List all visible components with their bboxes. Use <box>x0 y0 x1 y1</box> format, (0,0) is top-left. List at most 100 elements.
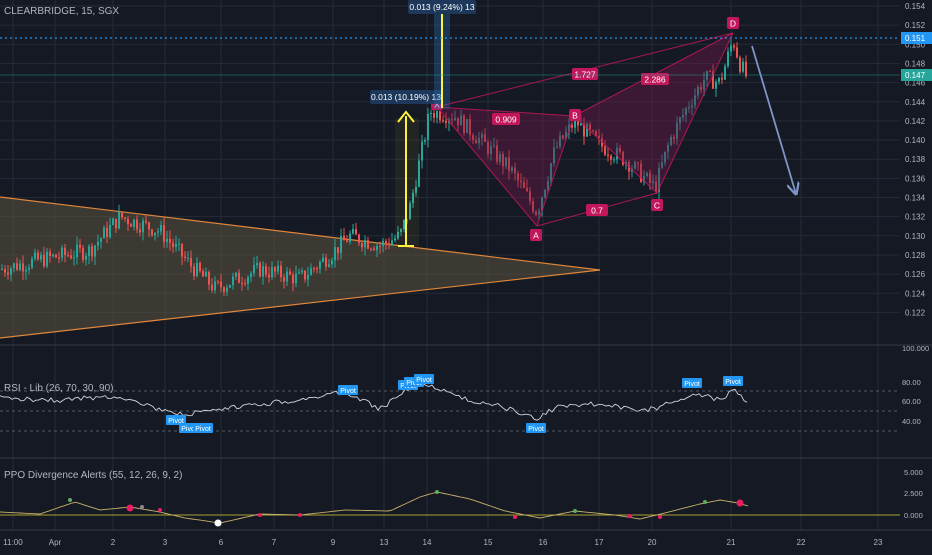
candle-body <box>640 163 642 182</box>
candle-body <box>109 225 111 238</box>
candle-body <box>37 252 39 260</box>
candle-body <box>571 124 573 128</box>
candle-body <box>301 270 303 273</box>
candle-body <box>175 243 177 247</box>
candle-body <box>10 268 12 275</box>
candle-body <box>616 147 618 160</box>
candle-body <box>436 111 438 118</box>
candle-body <box>271 267 273 278</box>
time-axis-label: 2 <box>111 538 116 547</box>
level-price-badge <box>901 32 932 44</box>
rsi-legend[interactable]: RSI - Lib (26, 70, 30, 90) <box>4 383 114 394</box>
time-axis-label: 21 <box>727 538 736 547</box>
candle-body <box>478 137 480 144</box>
symbol-legend[interactable]: CLEARBRIDGE, 15, SGX <box>4 6 120 17</box>
candle-body <box>475 139 477 144</box>
candle-body <box>463 115 465 134</box>
candle-body <box>340 235 342 254</box>
harmonic-leg <box>436 106 575 117</box>
candle-body <box>268 274 270 278</box>
candle-body <box>250 273 252 278</box>
candle-body <box>46 251 48 267</box>
candle-body <box>127 218 129 225</box>
candle-body <box>493 145 495 147</box>
candle-body <box>499 154 501 162</box>
candle-body <box>82 247 84 260</box>
candle-body <box>235 272 237 277</box>
candle-body <box>208 271 210 285</box>
triangle-lower-line <box>0 269 601 339</box>
ppo-signal-dot <box>736 499 744 507</box>
candle-body <box>415 186 417 193</box>
candlestick-series <box>1 39 747 297</box>
candle-body <box>379 245 381 247</box>
candle-body <box>154 232 156 236</box>
candle-body <box>331 260 333 265</box>
candle-body <box>433 112 435 118</box>
time-axis-label: Apr <box>49 538 62 547</box>
harmonic-point-d: D <box>730 19 736 29</box>
price-tick-label: 0.154 <box>905 2 926 11</box>
candle-body <box>658 167 660 192</box>
candle-body <box>94 245 96 257</box>
candle-body <box>61 247 63 258</box>
harmonic-ratio-label: 2.286 <box>644 75 666 85</box>
candle-body <box>694 95 696 106</box>
ppo-signal-dot <box>435 490 439 494</box>
price-tick-label: 0.132 <box>905 213 926 222</box>
candle-body <box>673 136 675 139</box>
harmonic-xab-fill <box>437 107 574 226</box>
ppo-legend[interactable]: PPO Divergence Alerts (55, 12, 26, 9, 2) <box>4 470 183 481</box>
rsi-axis-label: 60.00 <box>902 397 921 406</box>
ppo-signal-dot <box>513 515 517 519</box>
harmonic-point-x: X <box>434 100 440 110</box>
harmonic-point-d-badge <box>727 17 739 29</box>
rsi-pivot-label: Pivot <box>406 380 422 387</box>
price-tick-label: 0.136 <box>905 174 926 183</box>
rsi-pivot-label: Pivot <box>195 426 211 433</box>
harmonic-pattern-drawing[interactable]: X A B C D 0.909 1.727 0.7 2.286 <box>431 17 796 241</box>
candle-body <box>103 227 105 239</box>
symmetrical-triangle-drawing[interactable] <box>0 196 601 339</box>
candle-body <box>619 147 621 152</box>
candle-body <box>637 162 639 164</box>
candle-body <box>343 235 345 241</box>
candle-body <box>613 159 615 161</box>
price-tick-label: 0.124 <box>905 289 926 298</box>
triangle-fill <box>0 197 600 338</box>
candle-body <box>262 266 264 277</box>
candle-body <box>298 272 300 274</box>
candle-body <box>115 218 117 229</box>
candle-body <box>196 262 198 277</box>
candle-body <box>124 217 126 219</box>
candle-body <box>688 107 690 109</box>
rsi-pane[interactable]: PivotPivotPivotPivotPivotPivotPivotPivot… <box>0 344 929 433</box>
candle-body <box>643 176 645 182</box>
candle-body <box>559 135 561 147</box>
candle-body <box>334 247 336 261</box>
candle-body <box>355 229 357 235</box>
candle-body <box>676 123 678 139</box>
candle-body <box>232 276 234 285</box>
candle-body <box>607 154 609 156</box>
candle-body <box>451 119 453 121</box>
ppo-pane[interactable]: 5.000 2.500 0.000 <box>0 468 923 527</box>
rsi-pivot-badge <box>166 415 186 425</box>
candle-body <box>241 283 243 285</box>
candle-body <box>427 113 429 140</box>
candle-body <box>40 254 42 260</box>
candle-body <box>181 243 183 257</box>
candle-body <box>562 135 564 139</box>
candle-body <box>322 257 324 262</box>
projection-arrow <box>751 45 796 194</box>
candle-body <box>274 267 276 272</box>
candle-body <box>421 141 423 161</box>
ppo-signal-dot <box>214 519 222 527</box>
price-range-measurements[interactable]: 0.013 (10.19%) 13 0.013 (9.24%) 13 <box>370 0 476 247</box>
candle-body <box>58 257 60 259</box>
candle-body <box>304 270 306 280</box>
candle-body <box>634 162 636 169</box>
